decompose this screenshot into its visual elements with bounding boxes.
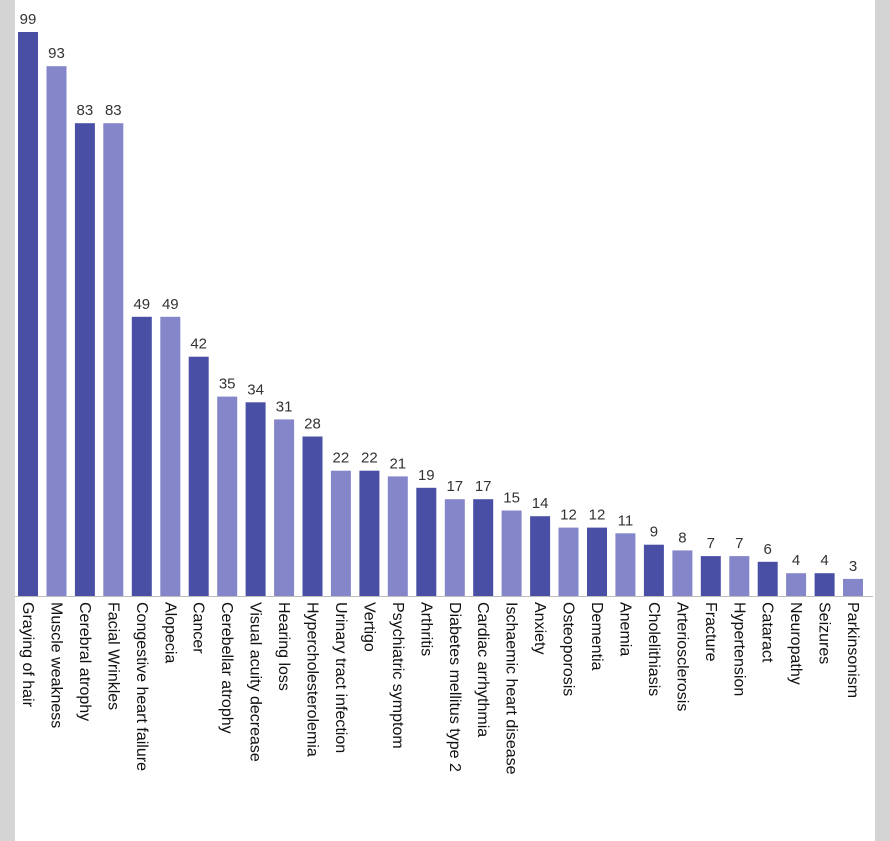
bar bbox=[330, 470, 351, 596]
bar-value-label: 14 bbox=[532, 495, 549, 512]
category-label: Urinary tract infection bbox=[332, 602, 349, 753]
category-label: Anxiety bbox=[531, 602, 548, 654]
bar bbox=[359, 470, 380, 596]
category-label: Osteoporosis bbox=[560, 602, 577, 696]
bar bbox=[587, 527, 607, 596]
bar-value-label: 15 bbox=[503, 490, 520, 507]
category-labels-group: Graying of hair Muscle weakness Cerebral a… bbox=[19, 602, 861, 775]
bar-value-label: 7 bbox=[707, 535, 715, 552]
bar-value-label: 35 bbox=[219, 376, 236, 393]
category-label: Muscle weakness bbox=[48, 602, 65, 728]
bar bbox=[46, 66, 67, 596]
category-label: Hearing loss bbox=[275, 602, 292, 691]
category-label: Cataract bbox=[759, 602, 776, 663]
bar-value-label: 83 bbox=[105, 102, 122, 119]
bar-value-label: 21 bbox=[389, 455, 406, 472]
category-label: Cancer bbox=[190, 602, 207, 654]
bar-value-label: 8 bbox=[678, 529, 686, 546]
bar bbox=[274, 419, 295, 596]
bar-value-label: 4 bbox=[792, 552, 800, 569]
bar bbox=[188, 356, 209, 596]
category-label: Graying of hair bbox=[19, 602, 36, 708]
bar bbox=[757, 561, 778, 596]
category-label: Cholelithiasis bbox=[645, 602, 662, 696]
bar bbox=[302, 436, 323, 596]
bar bbox=[217, 396, 238, 596]
bar bbox=[387, 476, 408, 596]
bar bbox=[729, 556, 750, 596]
category-label: Arteriosclerosis bbox=[673, 602, 690, 711]
bar bbox=[416, 487, 437, 596]
bar-value-label: 28 bbox=[304, 416, 321, 433]
category-label: Facial Wrinkles bbox=[104, 602, 121, 710]
bar-value-label: 6 bbox=[764, 541, 772, 558]
category-label: Neuropathy bbox=[787, 602, 804, 685]
bar bbox=[473, 499, 494, 596]
category-label: Dementia bbox=[588, 602, 605, 671]
category-label: Alopecia bbox=[161, 602, 178, 663]
bar-value-label: 9 bbox=[650, 524, 658, 541]
bar-value-label: 49 bbox=[133, 296, 150, 313]
bar bbox=[501, 510, 522, 596]
bars-group bbox=[18, 32, 863, 596]
bar-value-label: 49 bbox=[162, 296, 179, 313]
category-label: Anemia bbox=[616, 602, 633, 656]
bar bbox=[615, 533, 636, 596]
category-label: Vertigo bbox=[360, 602, 377, 652]
bar bbox=[843, 578, 863, 596]
bar bbox=[643, 544, 664, 596]
category-label: Cerebellar atrophy bbox=[218, 602, 235, 734]
bar-value-label: 22 bbox=[333, 450, 350, 467]
category-label: Cardiac arrhythmia bbox=[474, 602, 491, 737]
bar-value-label: 17 bbox=[446, 478, 463, 495]
bar bbox=[74, 123, 95, 596]
category-label: Hypercholesterolemia bbox=[304, 602, 321, 757]
bar bbox=[700, 556, 721, 596]
category-label: Parkinsonism bbox=[844, 602, 861, 698]
bar bbox=[530, 516, 551, 596]
category-label: Diabetes mellitus type 2 bbox=[446, 602, 463, 772]
bar bbox=[160, 316, 181, 596]
bar-value-label: 4 bbox=[820, 552, 828, 569]
category-label: Ischaemic heart disease bbox=[503, 602, 520, 775]
category-label: Cerebral atrophy bbox=[76, 602, 93, 721]
bar bbox=[103, 123, 124, 596]
bar-value-label: 93 bbox=[48, 45, 65, 62]
bar bbox=[18, 32, 38, 596]
bar-value-label: 99 bbox=[20, 11, 37, 28]
bar-value-label: 3 bbox=[849, 558, 857, 575]
bar bbox=[558, 527, 579, 596]
category-label: Seizures bbox=[816, 602, 833, 664]
category-label: Hypertension bbox=[730, 602, 747, 696]
bar-value-label: 17 bbox=[475, 478, 492, 495]
bar-value-label: 19 bbox=[418, 467, 435, 484]
bar-value-label: 34 bbox=[247, 381, 264, 398]
chart-panel: 99 93 83 83 49 49 42 35 34 31 28 22 22 21 19 17 17 15 14 12… bbox=[15, 0, 875, 841]
category-label: Visual acuity decrease bbox=[247, 602, 264, 762]
category-label: Congestive heart failure bbox=[133, 602, 150, 771]
bar bbox=[444, 499, 465, 596]
bar-value-label: 42 bbox=[190, 336, 207, 353]
category-label: Fracture bbox=[702, 602, 719, 662]
bar-value-label: 11 bbox=[618, 512, 634, 529]
bar bbox=[131, 316, 152, 596]
bar bbox=[786, 573, 807, 596]
bar-value-label: 7 bbox=[735, 535, 743, 552]
category-label: Arthritis bbox=[417, 602, 434, 656]
bar-value-label: 12 bbox=[560, 507, 577, 524]
bar-value-label: 83 bbox=[77, 102, 94, 119]
bar-value-label: 12 bbox=[589, 507, 606, 524]
bar bbox=[245, 402, 266, 596]
bar bbox=[672, 550, 693, 596]
bar-value-label: 22 bbox=[361, 450, 378, 467]
bar-value-label: 31 bbox=[276, 398, 293, 415]
category-label: Psychiatric symptom bbox=[389, 602, 406, 749]
bar bbox=[814, 573, 835, 596]
